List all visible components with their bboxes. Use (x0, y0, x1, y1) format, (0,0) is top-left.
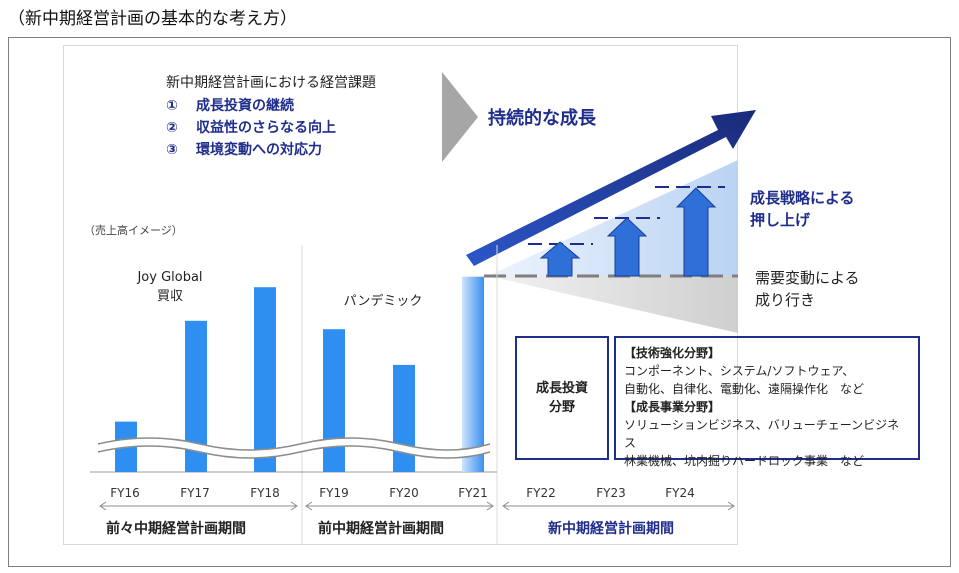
annotation-joy-global: Joy Global 買収 (137, 270, 203, 304)
issues-title: 新中期経営計画における経営課題 (166, 75, 376, 91)
period-bracket (502, 501, 735, 511)
outer-frame (8, 37, 951, 567)
investment-detail-box: 【技術強化分野】 コンポーネント、システム/ソフトウェア、 自動化、自律化、電動… (614, 336, 920, 468)
tech-line: コンポーネント、システム/ソフトウェア、 (624, 364, 855, 378)
bar-fy19 (323, 329, 345, 472)
bar-fy21 (462, 276, 484, 472)
growth-arrow-icon (466, 110, 756, 266)
fy-label: FY18 (250, 486, 280, 500)
fy-label: FY23 (596, 486, 626, 500)
sales-note: （売上高イメージ） (84, 224, 183, 237)
fy-label: FY21 (458, 486, 488, 500)
page-heading: （新中期経営計画の基本的な考え方） (8, 9, 297, 29)
bar-fy18 (254, 287, 276, 472)
issue-item: ③ 環境変動への対応力 (166, 142, 322, 158)
growth-wedge (488, 160, 738, 276)
up-arrow-icon (675, 187, 717, 277)
investment-area-box: 成長投資 分野 (515, 336, 609, 460)
fy-label: FY17 (180, 486, 210, 500)
tech-line: 自動化、自律化、電動化、遠隔操作化 など (624, 382, 865, 396)
period-bracket (99, 501, 298, 511)
biz-line: 林業機械、坑内掘りハードロック事業 など (624, 454, 865, 468)
bar-fy17 (185, 320, 207, 472)
period-label: 前々中期経営計画期間 (106, 521, 246, 537)
axis-break-wave (97, 445, 491, 459)
chevron-arrow-icon (442, 72, 478, 162)
demand-trend-label: 需要変動による 成り行き (755, 269, 860, 309)
fy-label: FY20 (389, 486, 419, 500)
up-arrow-icon (606, 217, 648, 277)
period-bracket (305, 501, 494, 511)
bar-fy20 (393, 364, 415, 472)
biz-line: ソリューションビジネス、バリューチェーンビジネス (624, 418, 900, 450)
goal-label: 持続的な成長 (488, 108, 596, 129)
up-arrow-icon (539, 241, 581, 277)
period-label: 新中期経営計画期間 (548, 521, 674, 537)
axis-break-wave (96, 437, 492, 459)
biz-header: 【成長事業分野】 (624, 400, 721, 414)
tech-header: 【技術強化分野】 (624, 346, 721, 360)
axis-break-wave (97, 437, 491, 451)
fy-label: FY24 (665, 486, 695, 500)
period-label: 前中期経営計画期間 (318, 521, 444, 537)
fy-label: FY19 (319, 486, 349, 500)
fy-label: FY22 (526, 486, 556, 500)
issue-item: ① 成長投資の継続 (166, 98, 294, 114)
annotation-pandemic: パンデミック (343, 294, 423, 309)
bars-group (115, 276, 484, 472)
trend-wedge (488, 276, 738, 333)
fy-label: FY16 (110, 486, 140, 500)
issue-item: ② 収益性のさらなる向上 (166, 120, 336, 136)
growth-strategy-label: 成長戦略による 押し上げ (750, 189, 855, 229)
